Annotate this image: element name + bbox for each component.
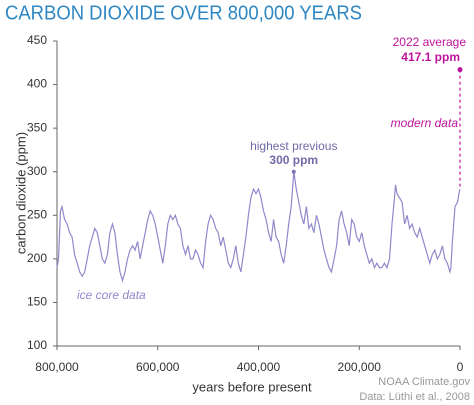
y-tick-label: 450 <box>27 33 47 47</box>
data-point <box>457 67 463 73</box>
y-tick-label: 100 <box>27 338 47 352</box>
y-tick-label: 350 <box>27 120 47 134</box>
chart-title: CARBON DIOXIDE OVER 800,000 YEARS <box>5 2 362 24</box>
x-axis-label: years before present <box>192 379 312 394</box>
value-label: 417.1 ppm <box>401 50 460 64</box>
annotation: 2022 average <box>393 35 467 49</box>
data-line <box>56 171 461 283</box>
annotation: 300 ppm <box>269 153 318 167</box>
series-label: modern data <box>391 116 459 130</box>
x-tick-label: 200,000 <box>338 360 382 374</box>
highlight-point <box>291 169 296 174</box>
y-tick-label: 150 <box>27 295 47 309</box>
y-tick-label: 400 <box>27 77 47 91</box>
x-tick-label: 0 <box>457 360 464 374</box>
x-tick-label: 400,000 <box>237 360 281 374</box>
y-tick-label: 200 <box>27 251 47 265</box>
x-tick-label: 600,000 <box>136 360 180 374</box>
y-tick-label: 300 <box>27 164 47 178</box>
annotation: highest previous <box>250 139 337 153</box>
y-tick-label: 250 <box>27 207 47 221</box>
y-axis-label: carbon dioxide (ppm) <box>13 132 28 254</box>
source: Data: Lüthi et al., 2008 <box>359 391 470 403</box>
x-tick-label: 800,000 <box>35 360 79 374</box>
series-label: ice core data <box>77 288 146 302</box>
source: NOAA Climate.gov <box>378 376 470 388</box>
